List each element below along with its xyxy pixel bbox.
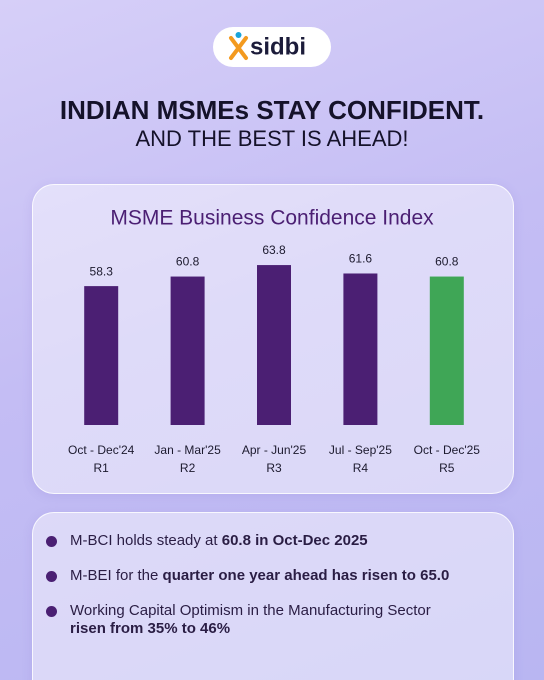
round-label: R2 [180,461,196,475]
plot: 58.3 Oct - Dec'24 R1 60.8 Jan - Mar'25 R2 63.8… [68,243,480,475]
value-label: 60.8 [435,255,459,269]
x-tick-label: Jul - Sep'25 [329,443,392,457]
subtitle: AND THE BEST IS AHEAD! [135,126,408,151]
bullet-bold: quarter one year ahead has risen to 65.0 [162,567,450,584]
logo-pill [213,27,331,67]
value-label: 60.8 [176,255,200,269]
logo-icon [229,36,248,60]
x-tick-label: Oct - Dec'25 [414,443,481,457]
round-label: R5 [439,461,455,475]
bar [170,276,205,425]
logo-text: sidbi [250,33,306,60]
bullet-bold: 60.8 in Oct-Dec 2025 [221,532,368,549]
round-label: R3 [266,461,282,475]
x-tick-label: Apr - Jun'25 [242,443,307,457]
bullet-bold: risen from 35% to 46% [70,620,231,637]
bar [84,286,119,425]
bullets-card [32,512,514,680]
bullet-text: M-BEI for the [70,567,163,584]
bullet: M-BCI holds steady at 60.8 in Oct-Dec 20… [46,532,470,550]
bar [257,265,291,425]
bullet-list: M-BCI holds steady at 60.8 in Oct-Dec 20… [46,532,506,655]
x-tick-label: Oct - Dec'24 [68,443,135,457]
bar [343,273,378,425]
logo-dot [235,32,242,38]
value-label: 58.3 [90,264,114,278]
bullet-text: M-BCI holds steady at [70,532,222,549]
round-label: R1 [94,461,110,475]
bar [429,276,464,425]
value-label: 61.6 [349,252,373,266]
bullet: M-BEI for the quarter one year ahead has… [46,567,470,585]
round-label: R4 [353,461,369,475]
chart-title: MSME Business Confidence Index [110,207,434,230]
value-label: 63.8 [262,243,286,257]
x-tick-label: Jan - Mar'25 [154,443,221,457]
title: INDIAN MSMEs STAY CONFIDENT. [60,95,484,125]
bullet: Working Capital Optimism in the Manufact… [46,602,470,638]
bullet-text: Working Capital Optimism in the Manufact… [70,602,431,619]
